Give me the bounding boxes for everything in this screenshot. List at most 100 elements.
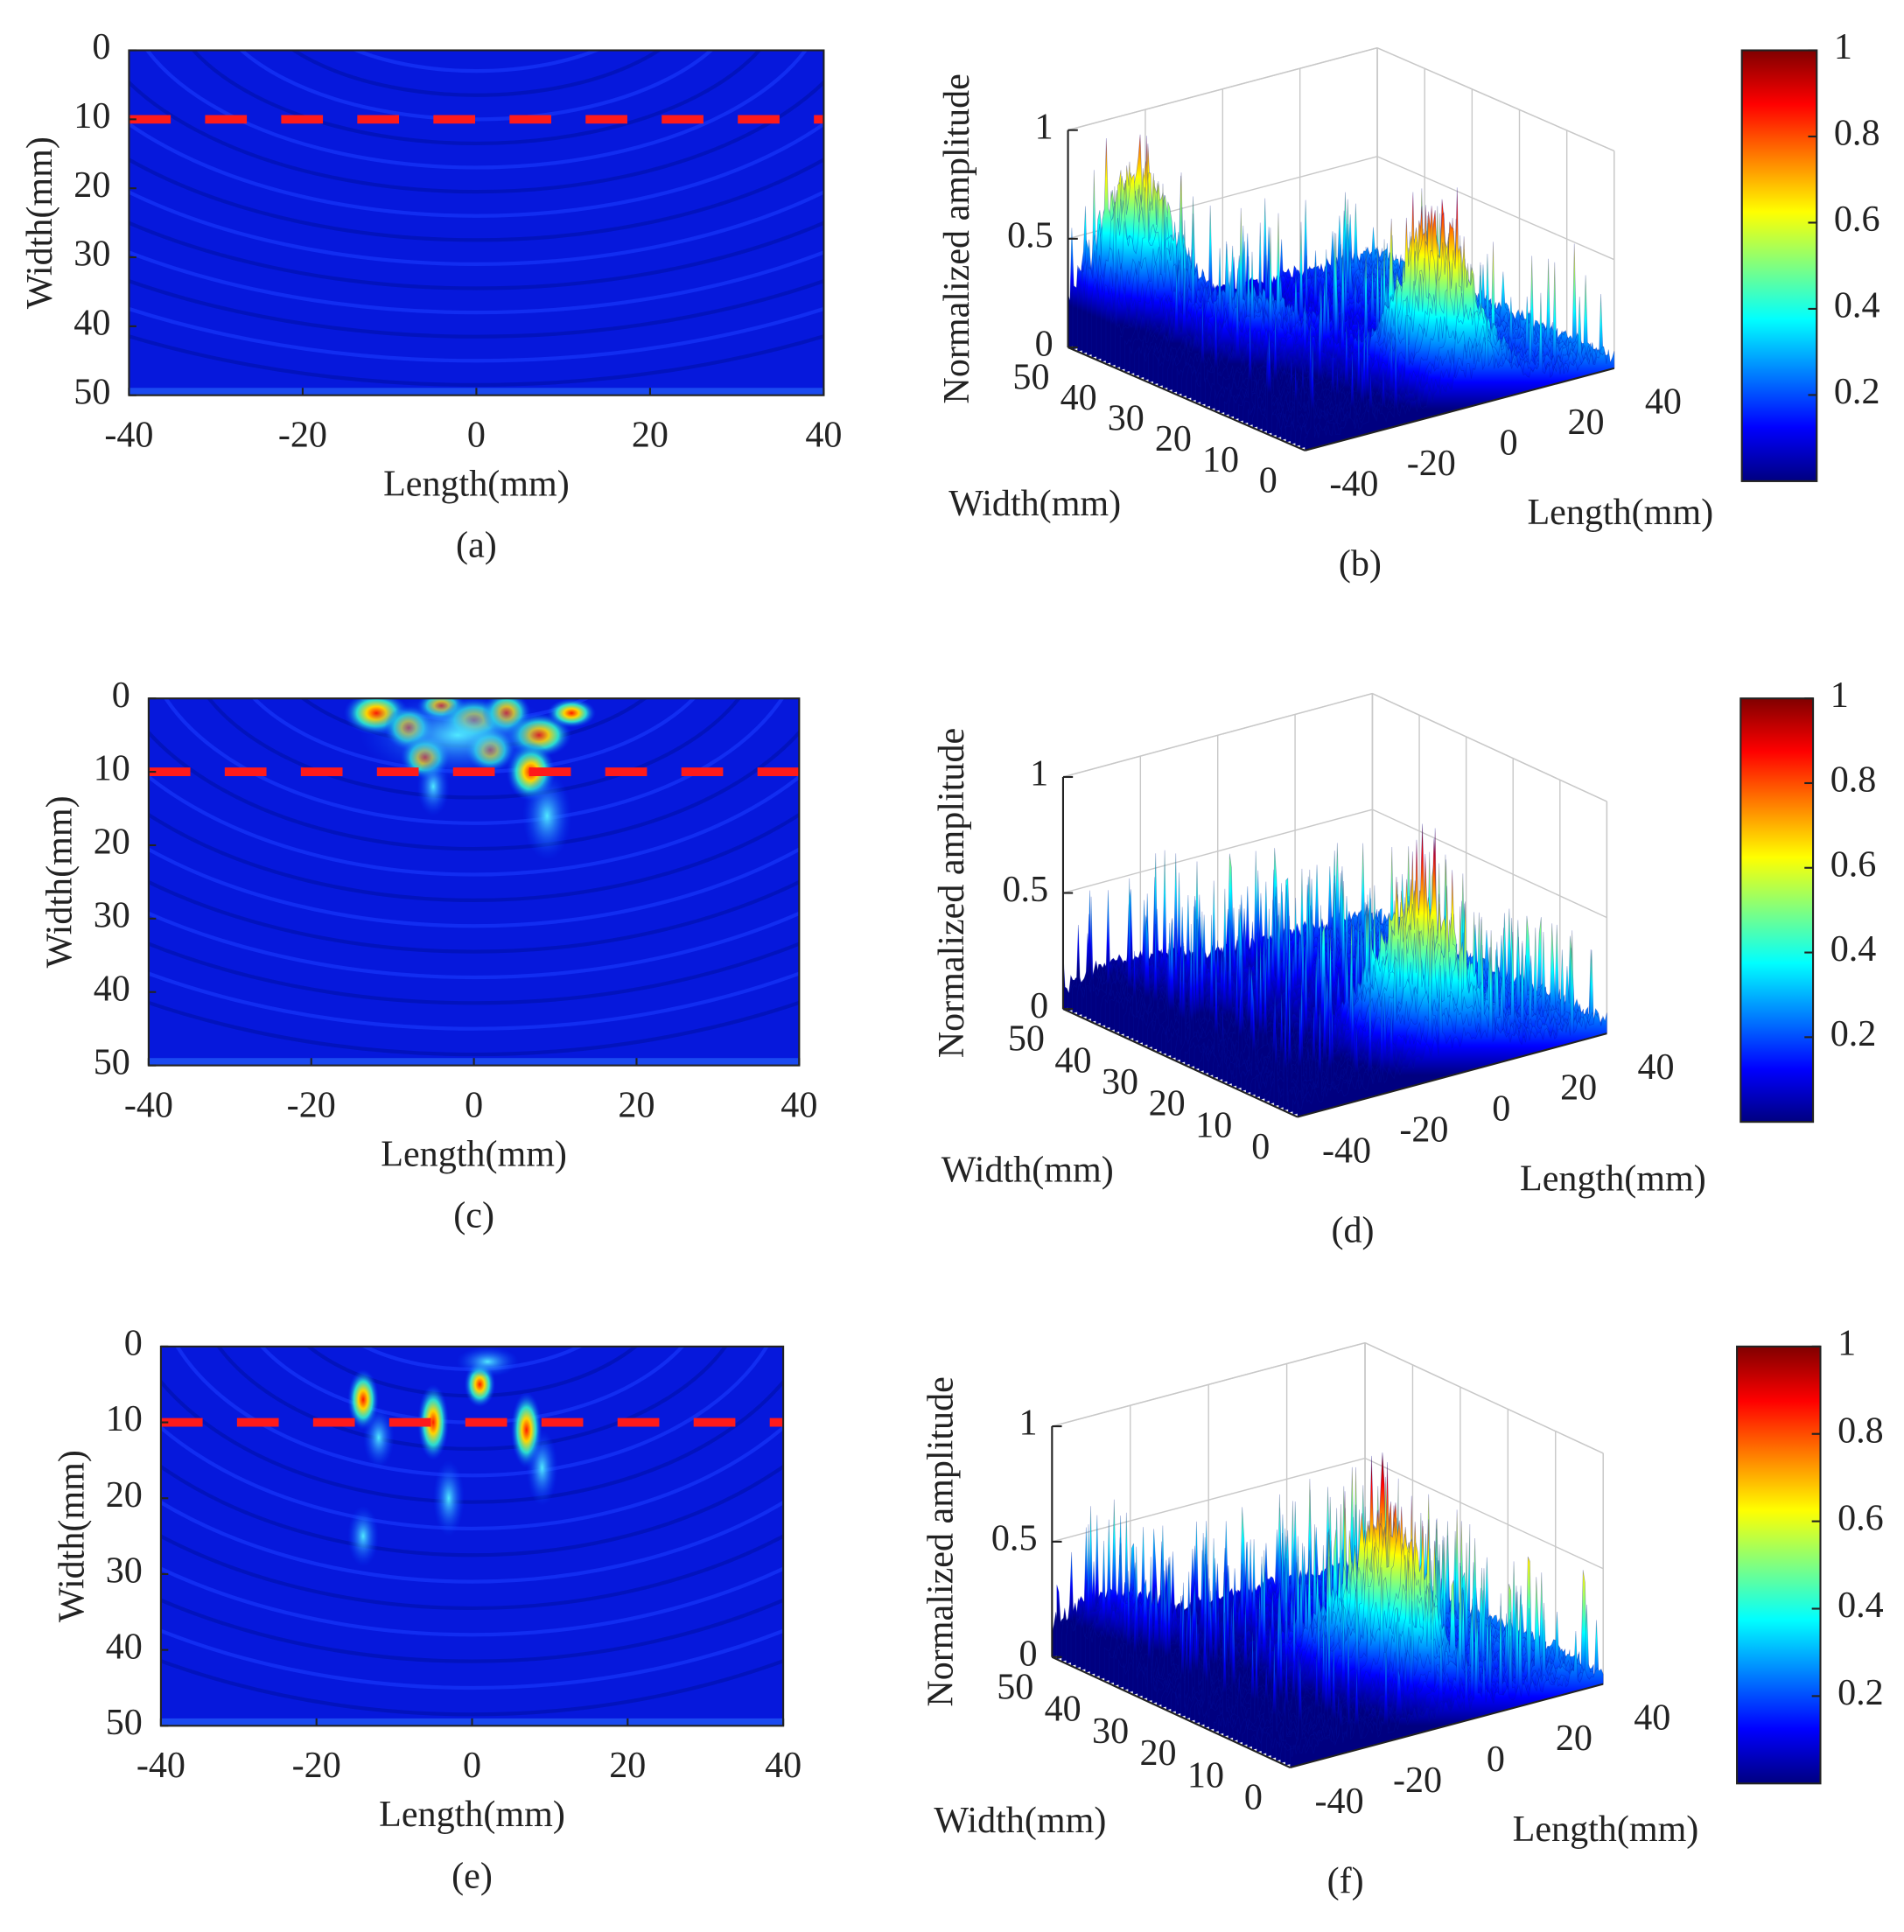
y-tick-label: 10 <box>94 749 130 789</box>
z-tick-label: 0.5 <box>1007 215 1054 256</box>
y-tick-label: 10 <box>106 1399 143 1439</box>
ripple <box>129 278 824 339</box>
ripple <box>148 911 800 979</box>
z-axis-label: Normalized amplitude <box>921 1376 962 1706</box>
colorbar <box>1740 49 1818 482</box>
image <box>148 556 800 1066</box>
length-tick-label: 0 <box>1487 1740 1505 1780</box>
length-tick-label: -20 <box>1407 444 1456 484</box>
hot-spot <box>363 1407 395 1468</box>
length-tick-label: -20 <box>1399 1110 1448 1150</box>
grid-line <box>1376 156 1615 261</box>
ripple <box>129 250 824 315</box>
ripple <box>129 220 824 290</box>
ripple <box>379 1225 565 1316</box>
ripple <box>129 333 824 387</box>
width-tick-label: 40 <box>1045 1690 1082 1730</box>
length-axis-label: Length(mm) <box>1513 1810 1699 1850</box>
ripple <box>376 581 571 669</box>
ripple <box>337 556 610 695</box>
width-tick-label: 20 <box>1139 1733 1176 1774</box>
ripple <box>290 50 662 97</box>
ripple <box>160 1628 784 1690</box>
y-tick-label: 20 <box>106 1475 143 1516</box>
ripple <box>148 971 800 1031</box>
colorbar-tick-label: 1 <box>1834 27 1852 67</box>
ripple <box>129 80 824 194</box>
x-tick-label: 40 <box>765 1746 802 1786</box>
width-tick-label: 50 <box>1008 1019 1045 1060</box>
caption: (b) <box>1339 544 1382 584</box>
ripple <box>160 1500 784 1584</box>
caption: (e) <box>452 1856 493 1896</box>
x-tick-label: -20 <box>287 1085 336 1125</box>
x-tick-label: 40 <box>805 415 842 455</box>
colorbar <box>1736 1345 1822 1785</box>
image <box>160 1225 784 1726</box>
z-tick-label: 0 <box>1018 1634 1037 1674</box>
ripple <box>175 1346 769 1478</box>
length-axis-label: Length(mm) <box>1520 1159 1706 1200</box>
colorbar-tick-label: 0.2 <box>1834 372 1880 412</box>
x-axis-label: Length(mm) <box>383 465 570 505</box>
length-tick-label: 0 <box>1492 1089 1510 1130</box>
width-tick-label: 20 <box>1155 419 1192 459</box>
z-tick-label: 0.5 <box>991 1519 1038 1559</box>
z-tick-label: 0.5 <box>1003 870 1049 910</box>
width-tick-label: 30 <box>1092 1712 1129 1752</box>
surface-slice <box>1265 1563 1580 1757</box>
x-tick-label: 40 <box>780 1085 817 1125</box>
x-tick-label: 20 <box>632 415 668 455</box>
width-tick-label: 0 <box>1244 1778 1263 1818</box>
caption: (c) <box>453 1196 494 1236</box>
y-tick-label: 50 <box>94 1042 130 1082</box>
colorbar-tick-label: 0.6 <box>1838 1498 1884 1538</box>
background <box>129 50 824 396</box>
ripple <box>129 122 824 218</box>
colorbar-tick-label: 1 <box>1830 676 1849 716</box>
y-tick-label: 40 <box>94 969 130 1009</box>
length-tick-label: 20 <box>1568 402 1605 443</box>
hot-spot <box>526 1430 558 1506</box>
length-tick-label: -40 <box>1329 465 1378 505</box>
width-tick-label: 50 <box>1012 358 1049 398</box>
caption: (a) <box>456 526 497 566</box>
z-tick-label: 1 <box>1018 1404 1037 1444</box>
grid-line <box>1372 692 1607 802</box>
hot-spot <box>433 1460 465 1536</box>
colorbar-tick-label: 0.4 <box>1830 929 1877 970</box>
length-tick-label: -40 <box>1322 1130 1371 1171</box>
z-tick-label: 0 <box>1035 325 1054 365</box>
x-tick-label: 20 <box>618 1085 654 1125</box>
y-tick-label: 40 <box>74 304 110 344</box>
y-tick-label: 30 <box>74 234 110 275</box>
ripple <box>129 190 824 266</box>
y-tick-label: 20 <box>74 165 110 206</box>
grid-line <box>1364 1342 1604 1454</box>
ripple <box>148 812 800 902</box>
caption: (d) <box>1331 1210 1374 1250</box>
length-tick-label: 20 <box>1556 1718 1592 1759</box>
colorbar <box>1740 697 1815 1124</box>
y-tick-label: 0 <box>92 27 110 67</box>
hot-spot <box>547 698 597 728</box>
ripple <box>148 847 800 928</box>
surface-slice <box>1287 906 1599 1114</box>
surface-slice <box>1304 292 1615 452</box>
ripple <box>144 50 808 170</box>
width-tick-label: 20 <box>1149 1084 1186 1124</box>
ripple <box>160 1566 784 1637</box>
ripple <box>129 157 824 242</box>
hot-spot <box>360 698 556 780</box>
x-tick-label: -40 <box>136 1746 186 1786</box>
surface-slice <box>1292 928 1603 1116</box>
y-tick-label: 10 <box>74 96 110 136</box>
y-tick-label: 20 <box>94 822 130 863</box>
y-tick-label: 50 <box>74 372 110 412</box>
y-tick-label: 30 <box>106 1551 143 1592</box>
colorbar-tick-label: 1 <box>1838 1324 1856 1364</box>
width-tick-label: 40 <box>1054 1040 1091 1081</box>
width-axis-label: Width(mm) <box>934 1801 1106 1841</box>
width-tick-label: 0 <box>1259 460 1278 500</box>
